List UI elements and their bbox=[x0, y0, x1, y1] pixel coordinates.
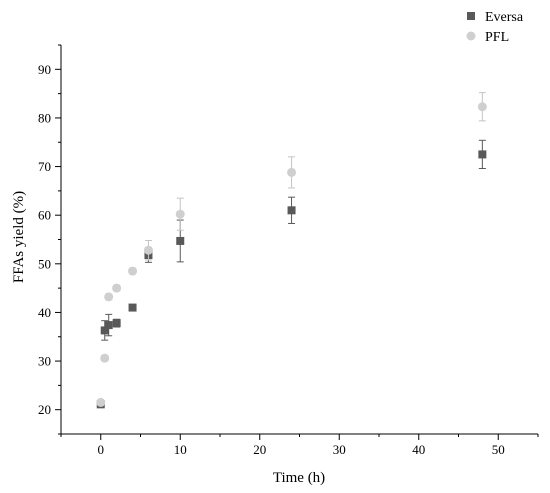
x-tick-label: 20 bbox=[253, 442, 266, 457]
x-axis-label: Time (h) bbox=[273, 470, 325, 486]
y-tick-label: 70 bbox=[38, 159, 51, 174]
legend-marker-pfl bbox=[466, 31, 476, 41]
data-point bbox=[96, 397, 106, 407]
series-pfl bbox=[96, 92, 487, 407]
data-point bbox=[128, 303, 137, 312]
y-tick-label: 30 bbox=[38, 354, 51, 369]
x-tick-label: 50 bbox=[492, 442, 505, 457]
data-point bbox=[477, 102, 487, 112]
legend-marker-eversa bbox=[467, 12, 475, 20]
data-point bbox=[104, 292, 114, 302]
y-axis-label: FFAs yield (%) bbox=[11, 191, 27, 283]
data-point bbox=[478, 150, 487, 159]
y-tick-label: 60 bbox=[38, 208, 51, 223]
legend-label-pfl: PFL bbox=[485, 30, 509, 45]
x-tick-label: 40 bbox=[412, 442, 425, 457]
y-tick-label: 80 bbox=[38, 110, 51, 125]
data-point bbox=[128, 266, 138, 276]
data-point bbox=[112, 283, 122, 293]
data-point bbox=[287, 167, 297, 177]
data-point bbox=[176, 236, 185, 245]
data-point bbox=[100, 353, 110, 363]
data-point bbox=[175, 209, 185, 219]
legend: Eversa PFL bbox=[466, 10, 524, 45]
y-tick-label: 50 bbox=[38, 256, 51, 271]
data-point bbox=[112, 319, 121, 328]
x-tick-label: 10 bbox=[174, 442, 187, 457]
axes: 0 10 20 30 40 50 20 30 40 50 60 70 80 90 bbox=[38, 44, 539, 457]
data-point bbox=[100, 326, 109, 335]
y-tick-label: 40 bbox=[38, 305, 51, 320]
y-tick-label: 90 bbox=[38, 62, 51, 77]
x-tick-label: 0 bbox=[98, 442, 105, 457]
data-marks bbox=[96, 92, 487, 409]
x-tick-label: 30 bbox=[333, 442, 346, 457]
data-point bbox=[143, 245, 153, 255]
data-point bbox=[104, 321, 113, 330]
legend-label-eversa: Eversa bbox=[485, 10, 524, 25]
data-point bbox=[287, 206, 296, 215]
y-tick-label: 20 bbox=[38, 402, 51, 417]
